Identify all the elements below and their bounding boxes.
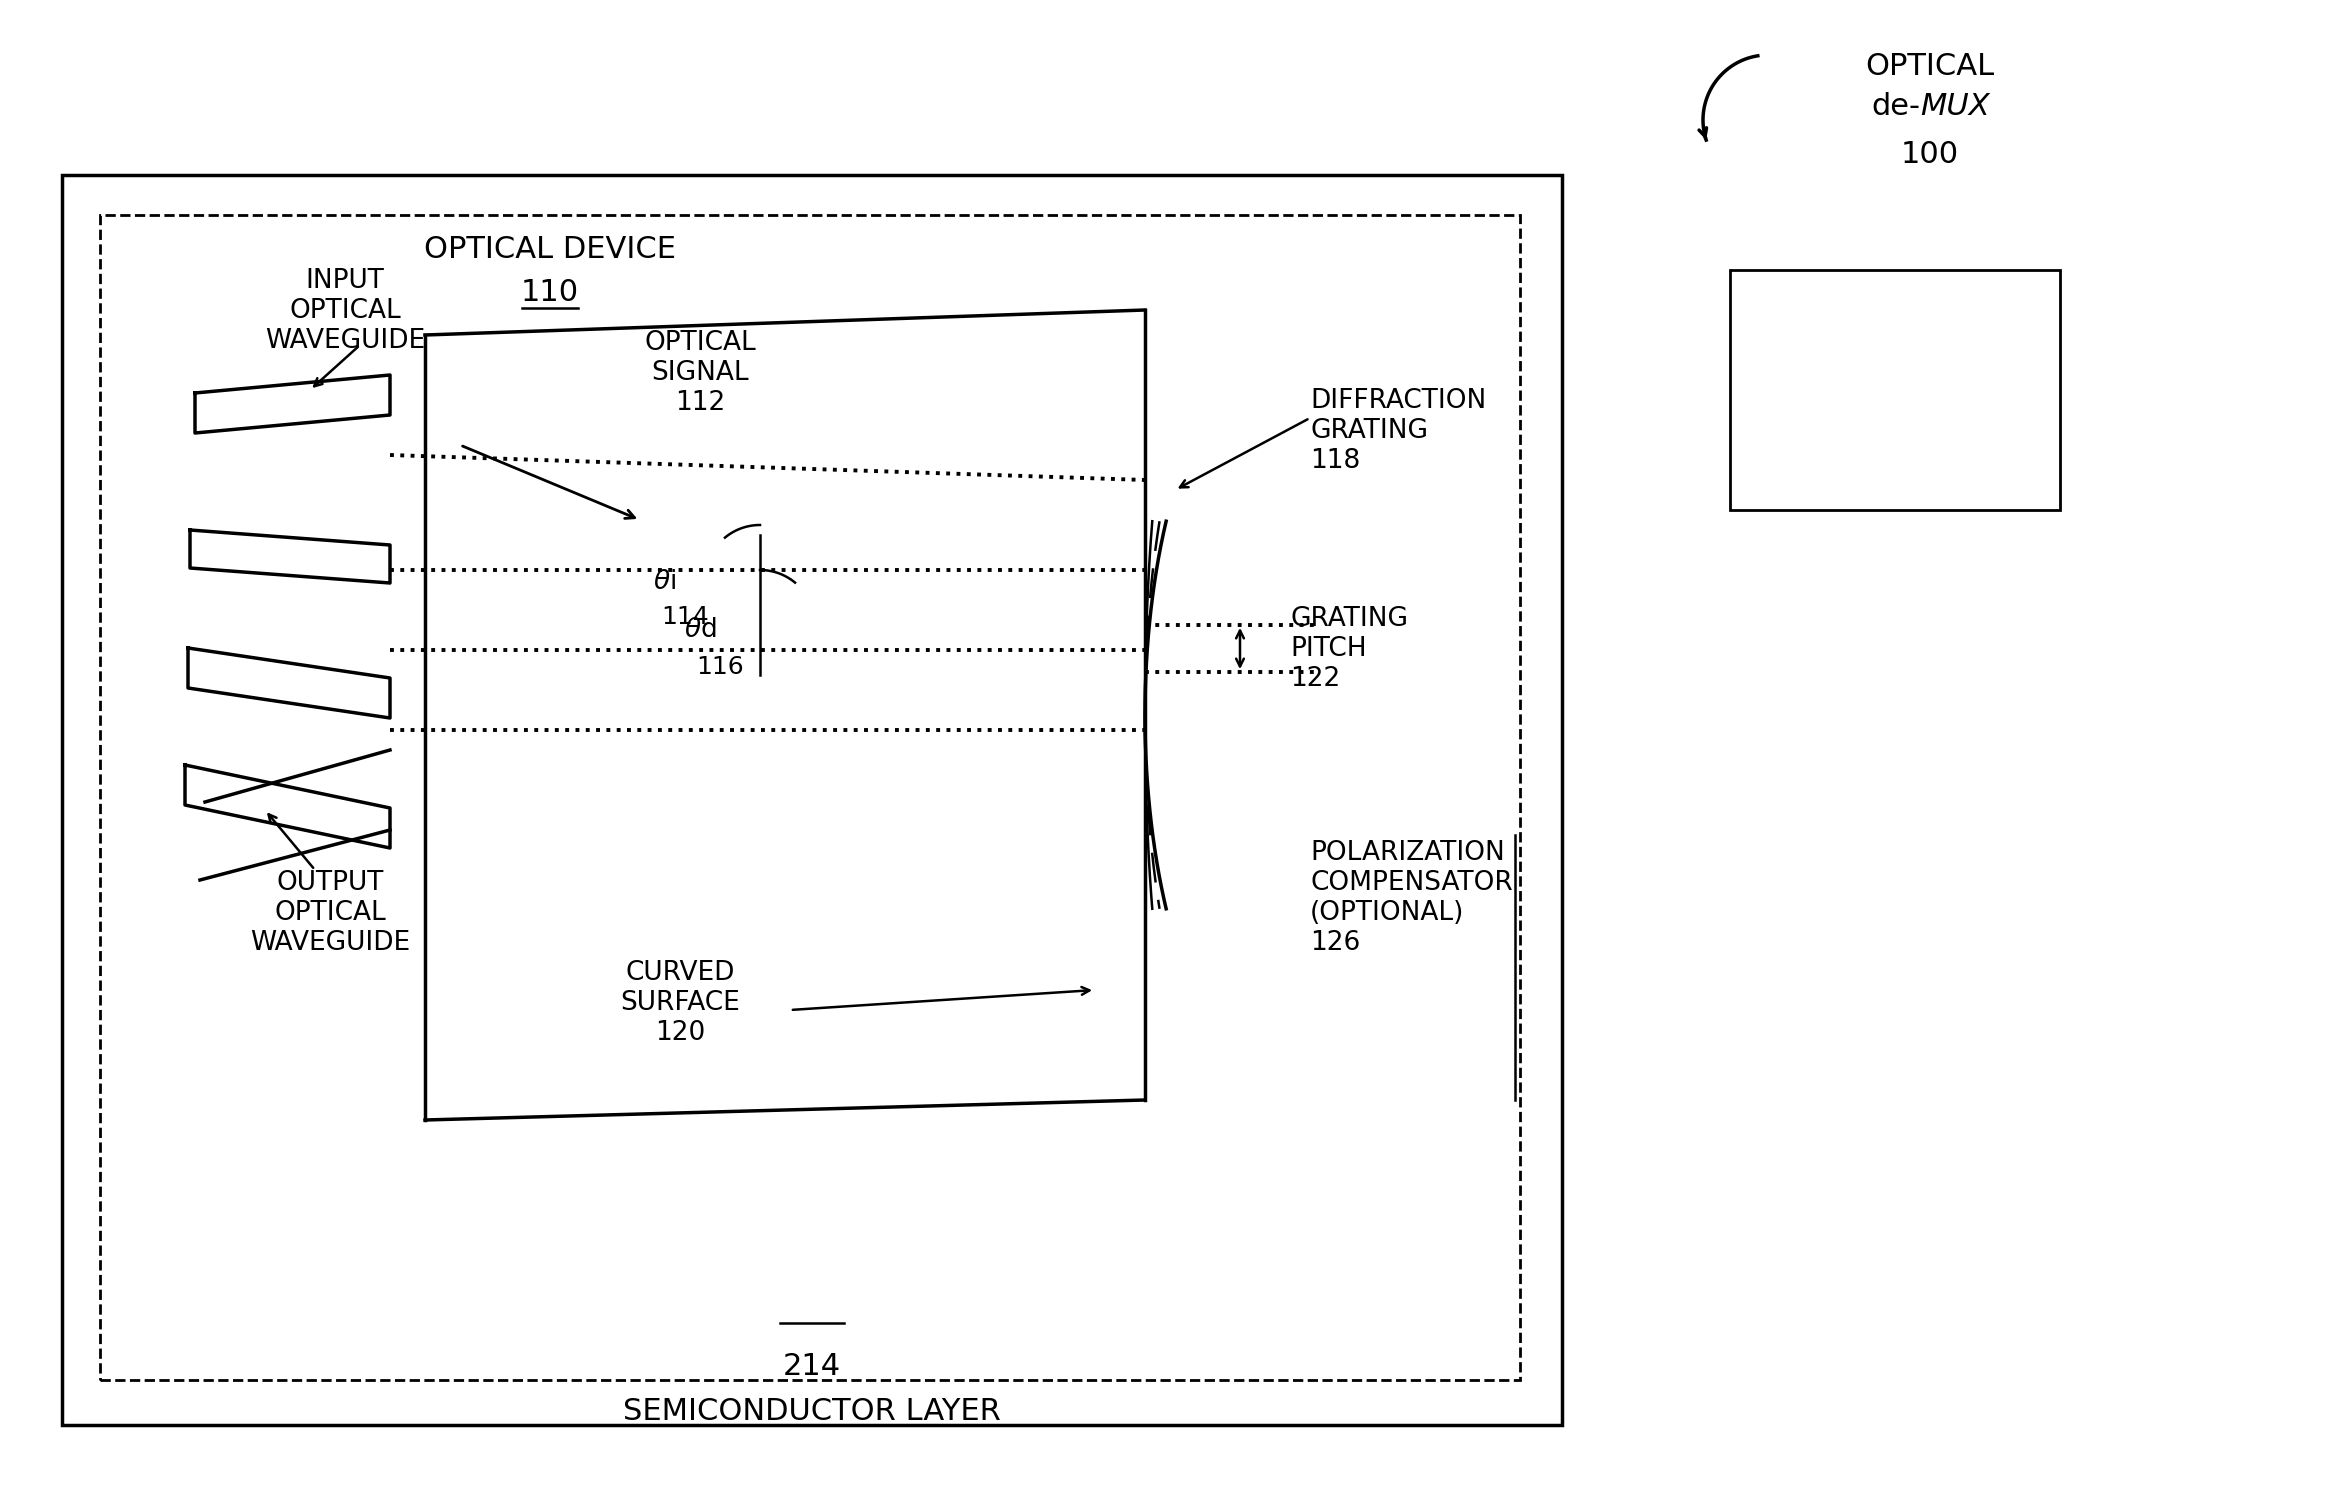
- Text: 124: 124: [1865, 420, 1924, 448]
- Text: $\theta$d: $\theta$d: [684, 617, 717, 644]
- Text: 214: 214: [783, 1351, 842, 1381]
- Text: SEMICONDUCTOR LAYER: SEMICONDUCTOR LAYER: [623, 1398, 1002, 1426]
- Text: MUX: MUX: [1919, 92, 1990, 121]
- Text: 114: 114: [661, 605, 708, 629]
- Text: OPTICAL: OPTICAL: [1865, 52, 1994, 80]
- Text: OPTICAL DEVICE: OPTICAL DEVICE: [423, 235, 675, 264]
- Text: DIFFRACTION
GRATING
118: DIFFRACTION GRATING 118: [1310, 387, 1486, 474]
- Text: de-: de-: [1870, 92, 1919, 121]
- Text: 110: 110: [520, 279, 579, 307]
- Text: CONTROL: CONTROL: [1820, 317, 1969, 347]
- Text: CURVED
SURFACE
120: CURVED SURFACE 120: [621, 960, 741, 1046]
- Text: INPUT
OPTICAL
WAVEGUIDE: INPUT OPTICAL WAVEGUIDE: [266, 268, 426, 355]
- Bar: [61, 174, 1562, 1424]
- Text: 116: 116: [696, 656, 743, 679]
- Text: GRATING
PITCH
122: GRATING PITCH 122: [1289, 605, 1409, 691]
- Bar: [101, 215, 1519, 1380]
- Text: 100: 100: [1900, 140, 1959, 168]
- Bar: [1731, 270, 2060, 510]
- Text: $\theta$i: $\theta$i: [654, 569, 677, 595]
- Text: POLARIZATION
COMPENSATOR
(OPTIONAL)
126: POLARIZATION COMPENSATOR (OPTIONAL) 126: [1310, 840, 1512, 957]
- Text: LOGIC: LOGIC: [1849, 365, 1943, 393]
- Text: OUTPUT
OPTICAL
WAVEGUIDE: OUTPUT OPTICAL WAVEGUIDE: [249, 870, 409, 957]
- Text: OPTICAL
SIGNAL
112: OPTICAL SIGNAL 112: [644, 329, 755, 416]
